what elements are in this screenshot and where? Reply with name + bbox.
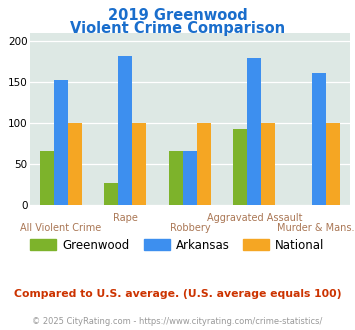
Bar <box>261 123 275 205</box>
Bar <box>40 151 54 205</box>
Text: Rape: Rape <box>113 213 138 223</box>
Bar <box>247 58 261 205</box>
Legend: Greenwood, Arkansas, National: Greenwood, Arkansas, National <box>26 234 329 256</box>
Bar <box>233 129 247 205</box>
Text: Robbery: Robbery <box>170 223 210 233</box>
Bar <box>132 123 147 205</box>
Bar <box>312 73 326 205</box>
Bar <box>183 151 197 205</box>
Bar <box>54 80 68 205</box>
Bar <box>68 123 82 205</box>
Text: Violent Crime Comparison: Violent Crime Comparison <box>70 21 285 36</box>
Text: 2019 Greenwood: 2019 Greenwood <box>108 8 247 23</box>
Bar <box>119 56 132 205</box>
Text: Compared to U.S. average. (U.S. average equals 100): Compared to U.S. average. (U.S. average … <box>14 289 341 299</box>
Text: © 2025 CityRating.com - https://www.cityrating.com/crime-statistics/: © 2025 CityRating.com - https://www.city… <box>32 317 323 326</box>
Bar <box>104 183 119 205</box>
Text: Murder & Mans...: Murder & Mans... <box>277 223 355 233</box>
Bar <box>197 123 211 205</box>
Text: Aggravated Assault: Aggravated Assault <box>207 213 302 223</box>
Bar <box>326 123 340 205</box>
Bar <box>169 151 183 205</box>
Text: All Violent Crime: All Violent Crime <box>20 223 102 233</box>
